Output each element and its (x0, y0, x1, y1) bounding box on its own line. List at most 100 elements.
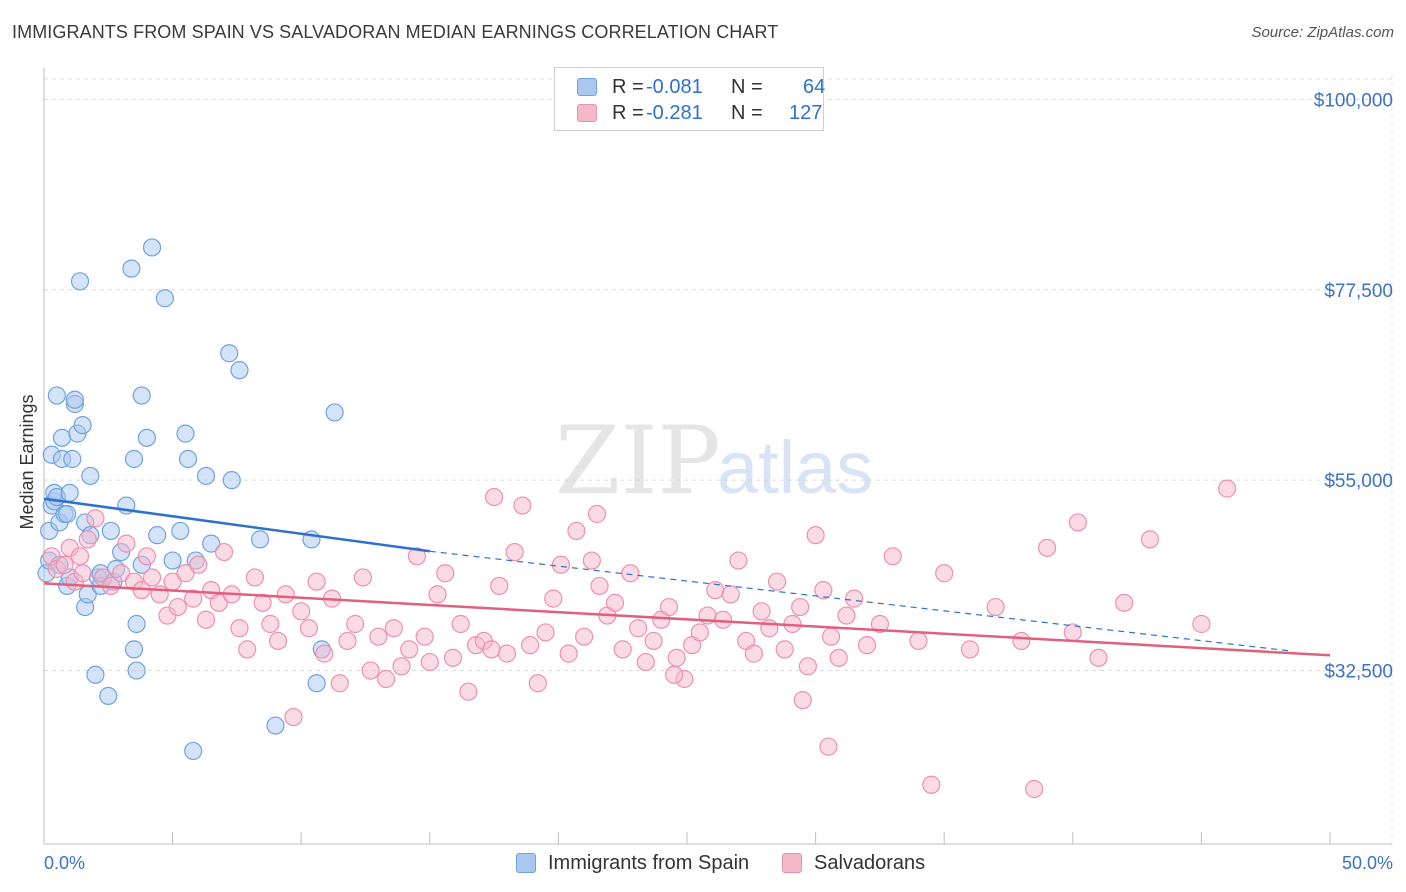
point-spain (70, 272, 90, 291)
point-spain (202, 534, 221, 553)
point-spain (47, 386, 66, 405)
chart-title: IMMIGRANTS FROM SPAIN VS SALVADORAN MEDI… (12, 22, 779, 42)
point-salvadoran (1089, 648, 1108, 667)
point-salvadoran (420, 652, 439, 672)
point-salvadoran (376, 669, 396, 689)
legend-swatch-salvadoran (782, 853, 802, 873)
point-salvadoran (230, 619, 249, 638)
trend-layer (43, 497, 1331, 657)
trend-line-spain (43, 497, 430, 553)
point-salvadoran (1068, 513, 1088, 532)
point-spain (137, 428, 156, 447)
point-salvadoran (806, 526, 825, 545)
point-salvadoran (443, 648, 463, 667)
point-salvadoran (690, 623, 709, 642)
point-spain (52, 428, 72, 447)
point-salvadoran (1115, 593, 1134, 612)
point-spain (325, 403, 344, 422)
x-tick-label-min: 0.0% (44, 853, 85, 873)
point-salvadoran (870, 614, 890, 634)
point-salvadoran (117, 534, 136, 553)
point-salvadoran (590, 576, 609, 596)
point-salvadoran (528, 674, 547, 693)
point-salvadoran (744, 644, 763, 663)
point-spain (178, 449, 198, 469)
point-salvadoran (536, 623, 555, 642)
point-salvadoran (544, 589, 563, 608)
point-salvadoran (137, 547, 156, 566)
point-salvadoran (196, 610, 216, 629)
point-spain (171, 521, 190, 541)
point-spain (155, 289, 174, 308)
point-salvadoran (353, 568, 373, 587)
y-axis-label: Median Earnings (17, 394, 37, 529)
point-salvadoran (276, 585, 295, 604)
point-salvadoran (621, 564, 640, 583)
point-salvadoran (253, 593, 272, 612)
point-spain (222, 471, 241, 490)
point-salvadoran (73, 564, 92, 583)
point-spain (148, 526, 167, 545)
point-salvadoran (721, 585, 740, 604)
point-spain (307, 674, 326, 693)
legend-swatch-salvadoran (577, 104, 597, 122)
point-salvadoran (428, 585, 447, 604)
point-spain (184, 741, 203, 761)
point-salvadoran (176, 564, 195, 583)
y-tick-label: $32,500 (1324, 662, 1393, 683)
point-salvadoran (775, 640, 794, 659)
point-salvadoran (238, 640, 257, 659)
point-salvadoran (1140, 530, 1160, 549)
point-spain (81, 466, 100, 486)
legend-r-label: R = (612, 76, 644, 98)
point-salvadoran (142, 568, 162, 587)
legend-r-value: -0.281 (646, 102, 703, 124)
point-salvadoran (451, 614, 470, 634)
point-salvadoran (184, 589, 203, 608)
legend-swatch-spain (516, 853, 536, 873)
point-salvadoran (513, 496, 532, 515)
point-salvadoran (346, 614, 365, 634)
point-salvadoran (86, 509, 105, 528)
point-spain (124, 640, 144, 659)
point-salvadoran (299, 619, 319, 638)
point-salvadoran (505, 542, 524, 562)
point-salvadoran (78, 530, 97, 549)
point-salvadoran (338, 631, 357, 651)
series-legend: Immigrants from Spain Salvadorans (0, 852, 1406, 878)
point-spain (196, 466, 216, 486)
point-salvadoran (909, 631, 928, 651)
point-salvadoran (922, 775, 941, 794)
point-salvadoran (485, 487, 504, 507)
point-spain (132, 386, 151, 405)
legend-swatch-spain (577, 78, 597, 96)
point-salvadoran (307, 572, 326, 591)
point-salvadoran (521, 636, 540, 655)
trend-line-salvadoran (43, 582, 1331, 657)
legend-n-value: 127 (789, 102, 823, 124)
point-salvadoran (767, 572, 787, 591)
watermark-zip: ZIP (555, 407, 721, 516)
point-spain (73, 416, 92, 435)
point-salvadoran (407, 547, 427, 566)
point-salvadoran (883, 547, 902, 566)
point-salvadoran (760, 619, 779, 638)
legend-r-label: R = (612, 102, 644, 124)
point-salvadoran (960, 640, 980, 659)
point-spain (65, 390, 84, 409)
point-salvadoran (245, 568, 265, 587)
point-spain (122, 259, 141, 278)
point-salvadoran (497, 644, 517, 663)
point-salvadoran (551, 555, 571, 574)
point-salvadoran (935, 564, 954, 583)
point-salvadoran (659, 597, 679, 617)
point-spain (220, 344, 239, 363)
point-salvadoran (567, 521, 586, 541)
point-spain (101, 521, 120, 541)
point-salvadoran (665, 665, 684, 684)
point-salvadoran (1025, 779, 1044, 799)
point-salvadoran (168, 597, 187, 617)
point-salvadoran (814, 581, 833, 600)
correlation-legend: R = -0.081 N = 64 R = -0.281 N = 127 (554, 67, 825, 131)
